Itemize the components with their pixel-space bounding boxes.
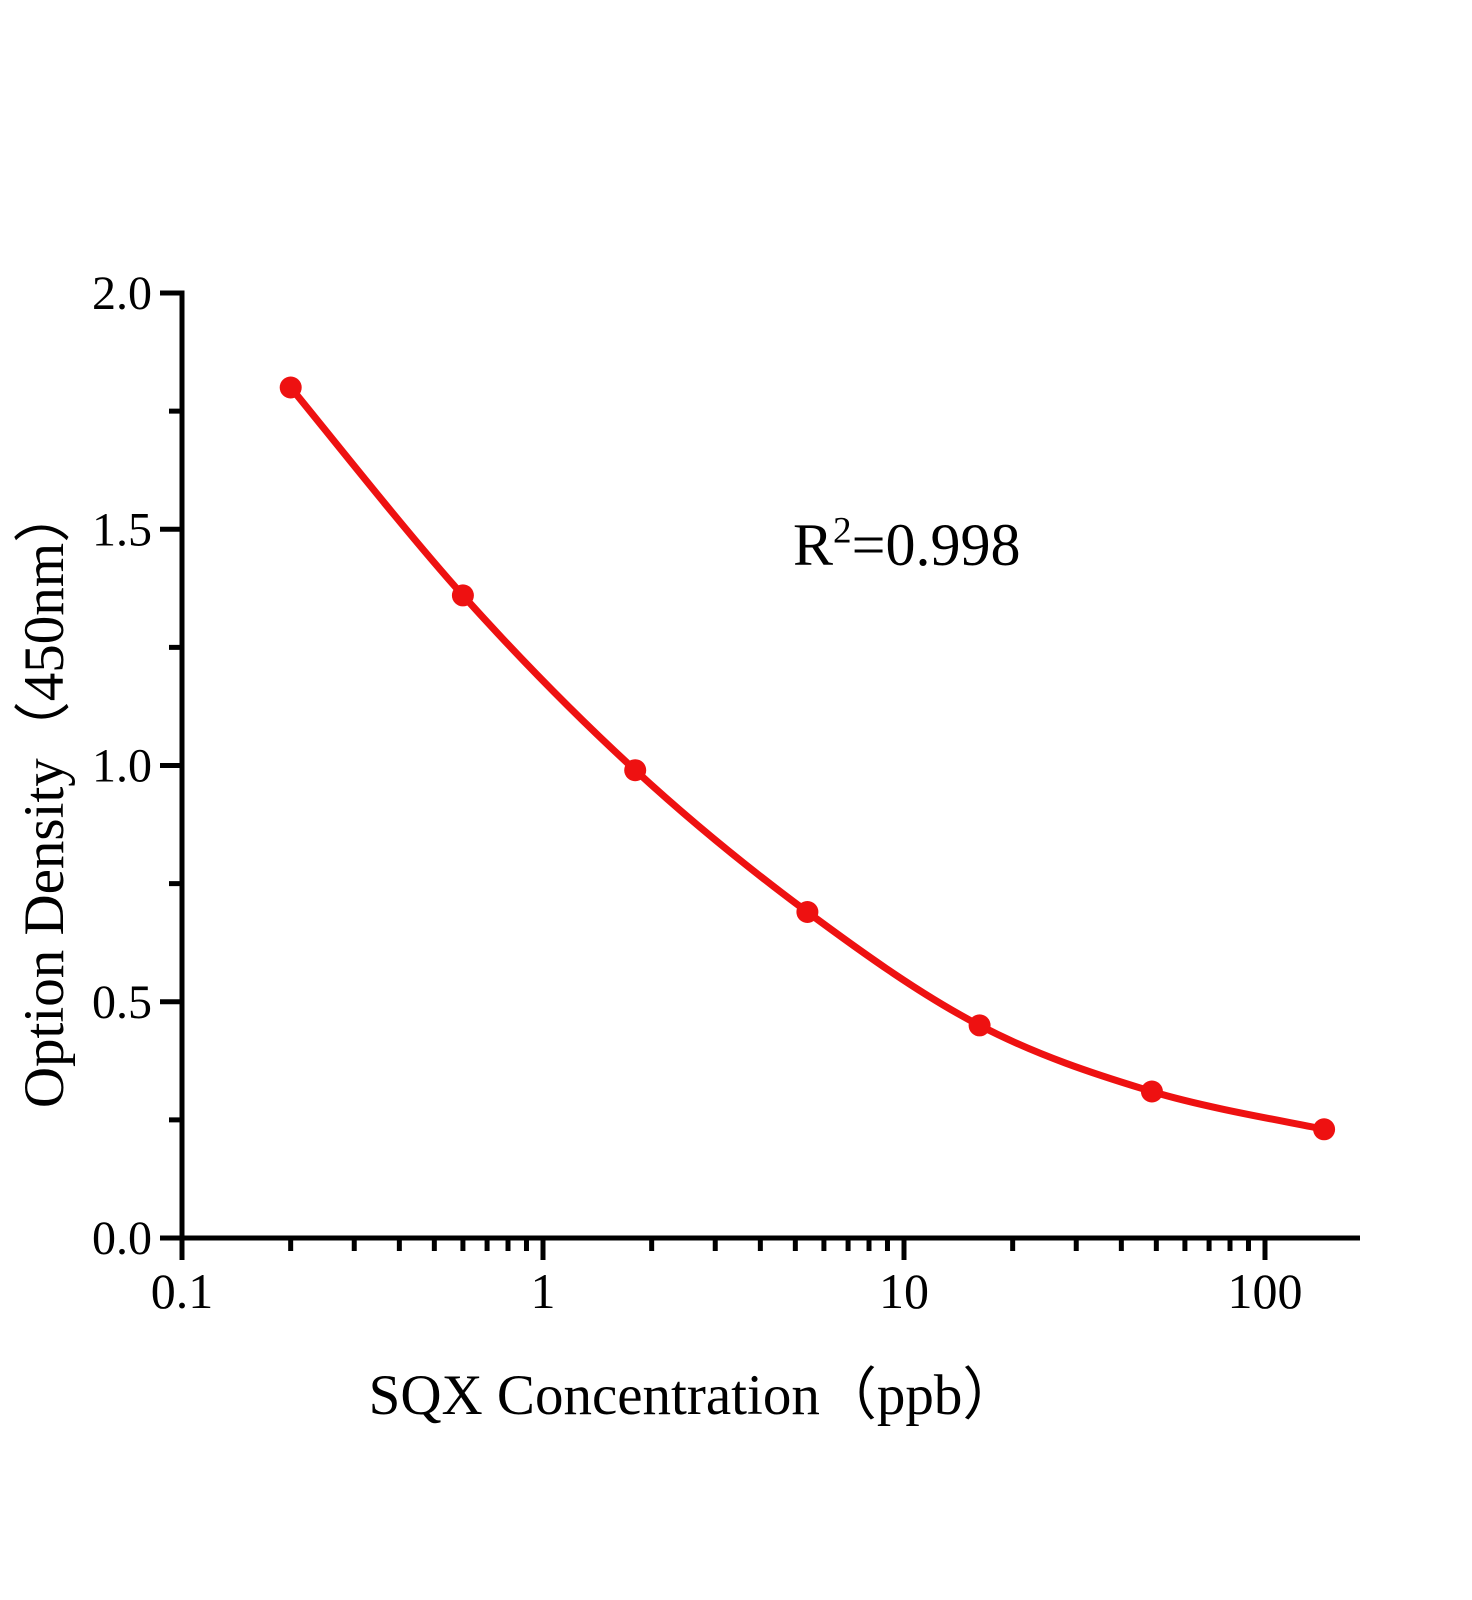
r-squared-base: R <box>793 512 834 578</box>
data-point-marker <box>1140 1080 1163 1103</box>
data-point-marker <box>279 376 302 399</box>
r-squared-value: =0.998 <box>851 512 1021 578</box>
y-tick-label: 1.0 <box>92 740 152 793</box>
data-point-marker <box>624 759 647 782</box>
data-point-marker <box>796 901 819 923</box>
data-point-marker <box>1313 1118 1336 1141</box>
x-tick-label: 100 <box>1228 1263 1303 1319</box>
x-axis-title: SQX Concentration（ppb） <box>368 1364 1020 1427</box>
x-tick-label: 10 <box>879 1263 929 1319</box>
y-tick-label: 0.0 <box>92 1212 152 1265</box>
y-tick-label: 1.5 <box>92 503 152 556</box>
data-point-marker <box>451 584 474 607</box>
data-point-marker <box>968 1014 991 1037</box>
x-tick-label: 1 <box>531 1263 556 1319</box>
y-axis-title: Option Density（450nm） <box>13 485 76 1109</box>
standard-curve-line <box>287 384 1328 1133</box>
r-squared-superscript: 2 <box>833 510 852 552</box>
y-tick-label: 2.0 <box>92 267 152 320</box>
y-tick-label: 0.5 <box>92 976 152 1029</box>
x-tick-label: 0.1 <box>151 1263 214 1319</box>
r-squared-annotation: R2=0.998 <box>793 511 1020 580</box>
